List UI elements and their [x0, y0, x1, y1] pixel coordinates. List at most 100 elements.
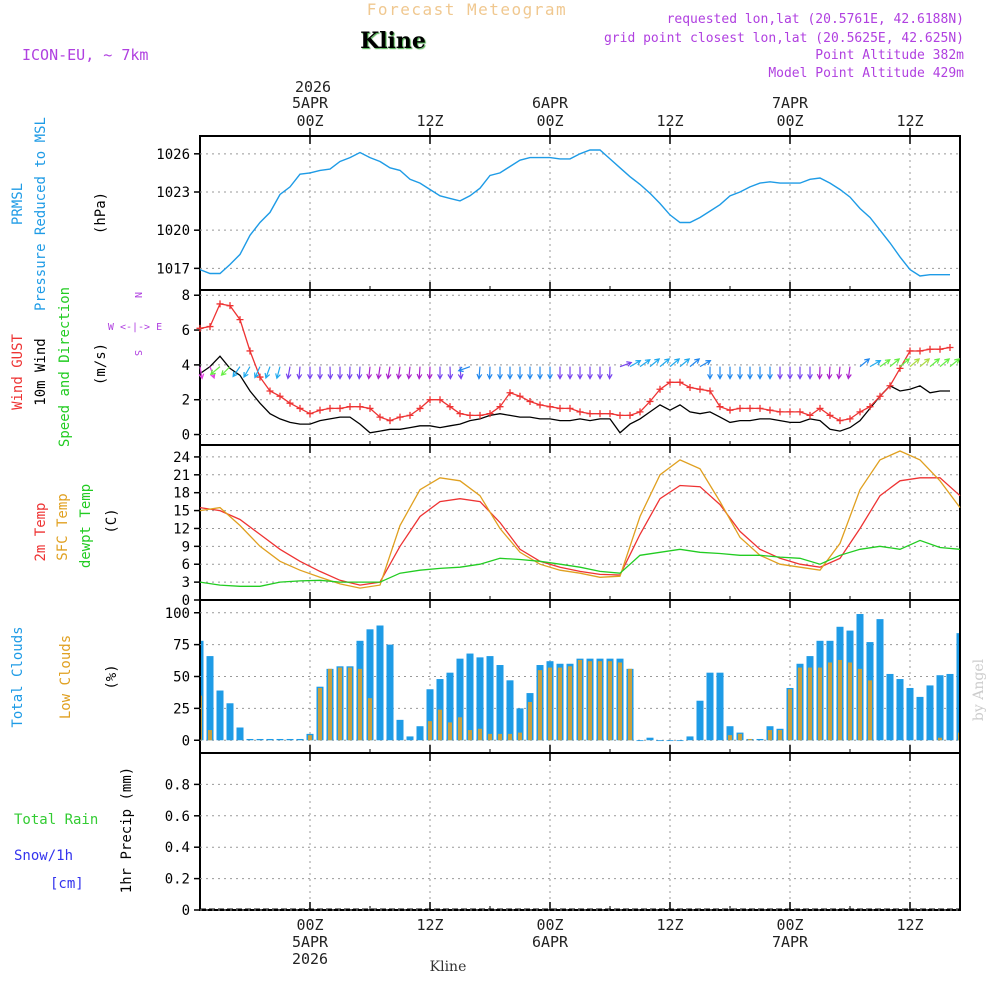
wind-arrow	[909, 358, 921, 368]
low-cloud-bar	[858, 668, 862, 741]
wind-arrow	[567, 366, 573, 380]
low-cloud-bar	[808, 667, 812, 741]
y-tick-label: 50	[173, 670, 190, 686]
wind-arrow	[629, 360, 642, 368]
top-time-label: 00Z	[776, 112, 803, 130]
gust-marker	[586, 410, 594, 418]
gust-marker	[786, 408, 794, 416]
wind-arrow	[437, 366, 443, 380]
gust-marker	[736, 404, 744, 412]
y-tick-label: 21	[173, 468, 190, 484]
gust-marker	[946, 343, 954, 351]
total-cloud-bar	[936, 675, 944, 741]
bottom-time-label: 12Z	[416, 916, 443, 934]
low-cloud-bar	[528, 702, 532, 741]
bottom-time-label: 00Z	[776, 916, 803, 934]
low-cloud-bar	[358, 668, 362, 741]
total-cloud-bar	[456, 658, 464, 741]
low-cloud-bar	[568, 666, 572, 741]
low-cloud-bar	[508, 733, 512, 741]
top-time-label: 6APR	[532, 94, 569, 112]
y-tick-label: 0.2	[165, 872, 190, 888]
low-cloud-bar	[798, 667, 802, 741]
wind-arrow	[689, 358, 701, 368]
wind-arrow	[406, 366, 413, 380]
y-tick-label: 4	[182, 358, 190, 374]
low-cloud-bar	[848, 662, 852, 741]
gust-marker	[866, 403, 874, 411]
cm-label: [cm]	[50, 876, 84, 892]
gust-marker	[536, 401, 544, 409]
compass-s: S	[132, 350, 143, 356]
total-cloud-bar	[756, 738, 764, 741]
gust-marker	[826, 411, 834, 419]
wind-arrow	[816, 366, 823, 380]
gust-marker	[766, 406, 774, 414]
gust-marker	[746, 404, 754, 412]
gust-marker	[416, 404, 424, 412]
snow-label: Snow/1h	[14, 848, 73, 864]
wind-arrow	[797, 366, 803, 380]
low-cloud-bar	[818, 667, 822, 741]
wind-arrow	[949, 358, 961, 368]
gust-marker	[286, 399, 294, 407]
wind-arrow	[220, 366, 231, 377]
total-cloud-bar	[506, 680, 514, 741]
low-cloud-bar	[618, 662, 622, 741]
wind-arrow	[327, 366, 334, 380]
y-tick-label: 1020	[156, 223, 190, 239]
wind-arrow	[517, 366, 523, 380]
top-time-label: 7APR	[772, 94, 809, 112]
total-cloud-bar	[276, 738, 284, 741]
wind-arrow	[659, 358, 671, 368]
total-rain-label: Total Rain	[14, 812, 98, 828]
wind-arrow	[577, 366, 583, 380]
precip-label: 1hr Precip (mm)	[119, 767, 135, 893]
total-cloud-bar	[296, 738, 304, 741]
y-tick-label: 0	[182, 733, 190, 749]
wind-arrow	[307, 366, 313, 380]
top-time-label: 12Z	[656, 112, 683, 130]
gust-marker	[776, 408, 784, 416]
low-cloud-bar	[958, 732, 959, 741]
total-cloud-bar	[696, 700, 704, 741]
temp2m-line	[199, 477, 961, 586]
wind-arrow	[807, 366, 813, 380]
wind-arrow	[285, 366, 292, 380]
c-label: (C)	[104, 508, 120, 533]
low-cloud-bar	[788, 689, 792, 741]
wind-arrow	[619, 361, 633, 368]
low-cloud-bar	[598, 661, 602, 741]
y-tick-label: 9	[182, 539, 190, 555]
compass-we: W <-|-> E	[108, 322, 162, 333]
y-tick-label: 0	[182, 428, 190, 444]
prmsl-label: PRMSL	[10, 183, 26, 225]
y-tick-label: 75	[173, 638, 190, 654]
gust-marker	[926, 345, 934, 353]
wind-arrow	[587, 366, 593, 380]
gust-marker	[676, 378, 684, 386]
wind-arrow	[243, 366, 251, 379]
wind-arrow	[486, 366, 493, 380]
tdew-label: dewpt Temp	[78, 484, 94, 568]
gust-marker	[206, 323, 214, 331]
total-cloud-bar	[956, 633, 959, 741]
gust-marker	[686, 384, 694, 392]
gust-marker	[716, 403, 724, 411]
gust-marker	[876, 392, 884, 400]
total-cloud-bar	[876, 619, 884, 741]
compass-n: N	[132, 292, 143, 298]
pressure-panel: 1017 1020 1023 1026	[156, 135, 961, 291]
total-cloud-bar	[686, 736, 694, 741]
total-cloud-bar	[486, 656, 494, 741]
dewpt-line	[199, 539, 961, 587]
total-cloud-bar	[906, 687, 914, 741]
gust-marker	[456, 410, 464, 418]
wind-arrow	[747, 366, 753, 380]
low-cloud-bar	[428, 721, 432, 741]
gust-marker	[426, 396, 434, 404]
top-time-label: 00Z	[296, 112, 323, 130]
gust-marker	[296, 404, 304, 412]
bottom-time-label: 00Z	[536, 916, 563, 934]
